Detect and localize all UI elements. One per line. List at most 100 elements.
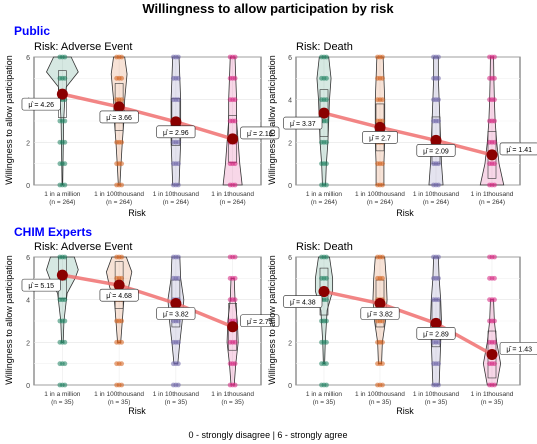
data-point: [119, 139, 125, 145]
y-tick-label: 2: [26, 140, 30, 147]
y-tick-label: 2: [288, 340, 292, 347]
data-point: [62, 118, 68, 124]
x-tick-n-label: (n = 264): [163, 199, 189, 206]
mean-label-box: [156, 125, 196, 139]
data-point: [492, 182, 497, 188]
mean-label-box: [360, 307, 400, 320]
data-point: [380, 275, 385, 281]
mean-point: [430, 134, 442, 146]
group-label-chim: CHIM Experts: [14, 225, 92, 239]
mean-point: [113, 279, 125, 291]
data-point: [232, 361, 238, 367]
mean-point: [318, 286, 330, 298]
mean-point: [170, 298, 182, 310]
x-tick-label: 1 in 1thousand: [211, 391, 254, 398]
y-axis-label: Willingness to allow participation: [4, 255, 14, 385]
data-point: [324, 97, 329, 103]
y-tick-label: 6: [288, 55, 292, 62]
figure-title: Willingness to allow participation by ri…: [142, 1, 394, 16]
data-point: [232, 54, 238, 60]
data-point: [62, 75, 68, 81]
data-point: [119, 54, 125, 60]
x-tick-n-label: (n = 264): [479, 199, 505, 206]
x-tick-label: 1 in 1thousand: [471, 391, 514, 398]
x-tick-label: 1 in 100thousand: [355, 191, 405, 198]
data-point: [492, 382, 497, 388]
x-tick-label: 1 in 1thousand: [211, 191, 254, 198]
x-tick-label: 1 in a million: [44, 391, 81, 398]
data-point: [324, 361, 329, 367]
data-point: [175, 339, 181, 345]
data-point: [380, 161, 385, 167]
data-point: [324, 254, 329, 260]
x-tick-label: 1 in 10thousand: [153, 391, 200, 398]
panel-title: Risk: Adverse Event: [34, 41, 132, 53]
x-tick-n-label: (n = 35): [165, 399, 188, 406]
mean-label: μ̂ = 3.82: [367, 312, 393, 319]
data-point: [119, 254, 125, 260]
mean-label: μ̂ = 3.82: [163, 312, 189, 319]
x-tick-n-label: (n = 35): [313, 399, 336, 406]
y-axis-label: Willingness to allow participation: [267, 55, 277, 185]
mean-label-box: [99, 288, 139, 302]
data-point: [119, 97, 125, 103]
data-point: [324, 54, 329, 60]
y-axis-label: Willingness to allow participation: [4, 55, 14, 185]
mean-point: [374, 298, 386, 310]
mean-label-box: [21, 278, 61, 292]
data-point: [436, 54, 441, 60]
x-tick-n-label: (n = 35): [425, 399, 448, 406]
data-point: [232, 75, 238, 81]
data-point: [324, 339, 329, 345]
data-point: [119, 275, 125, 281]
data-point: [119, 361, 125, 367]
y-tick-label: 4: [26, 298, 30, 305]
data-point: [119, 382, 125, 388]
data-point: [380, 97, 385, 103]
x-tick-n-label: (n = 35): [369, 399, 392, 406]
mean-label: μ̂ = 4.38: [290, 300, 316, 307]
y-tick-label: 0: [288, 383, 292, 390]
mean-label: μ̂ = 3.66: [106, 115, 132, 122]
data-point: [492, 275, 497, 281]
data-point: [232, 118, 238, 124]
x-tick-n-label: (n = 35): [221, 399, 244, 406]
data-point: [175, 139, 181, 145]
x-tick-n-label: (n = 264): [49, 199, 75, 206]
data-point: [324, 182, 329, 188]
data-point: [380, 361, 385, 367]
data-point: [492, 54, 497, 60]
mean-label: μ̂ = 2.09: [423, 148, 449, 155]
x-tick-label: 1 in a million: [306, 391, 343, 398]
mean-trend-line: [323, 111, 493, 157]
mean-label-box: [416, 144, 456, 157]
mean-point: [318, 107, 330, 119]
y-tick-label: 6: [26, 255, 30, 262]
data-point: [232, 297, 238, 303]
x-tick-label: 1 in 10thousand: [153, 191, 200, 198]
data-point: [492, 97, 497, 103]
data-point: [436, 97, 441, 103]
mean-point: [374, 121, 386, 133]
mean-label-box: [416, 327, 456, 340]
data-point: [119, 318, 125, 324]
data-point: [380, 75, 385, 81]
mean-label: μ̂ = 5.15: [28, 283, 54, 290]
mean-label-box: [99, 110, 139, 124]
data-point: [492, 139, 497, 145]
data-point: [232, 275, 238, 281]
mean-point: [56, 269, 68, 281]
mean-label-box: [362, 131, 398, 144]
panel-title: Risk: Adverse Event: [34, 241, 132, 253]
mean-trend-line: [323, 289, 493, 357]
mean-point: [56, 88, 68, 100]
y-tick-label: 6: [26, 55, 30, 62]
y-tick-label: 0: [288, 183, 292, 190]
data-point: [380, 382, 385, 388]
x-tick-n-label: (n = 35): [51, 399, 74, 406]
